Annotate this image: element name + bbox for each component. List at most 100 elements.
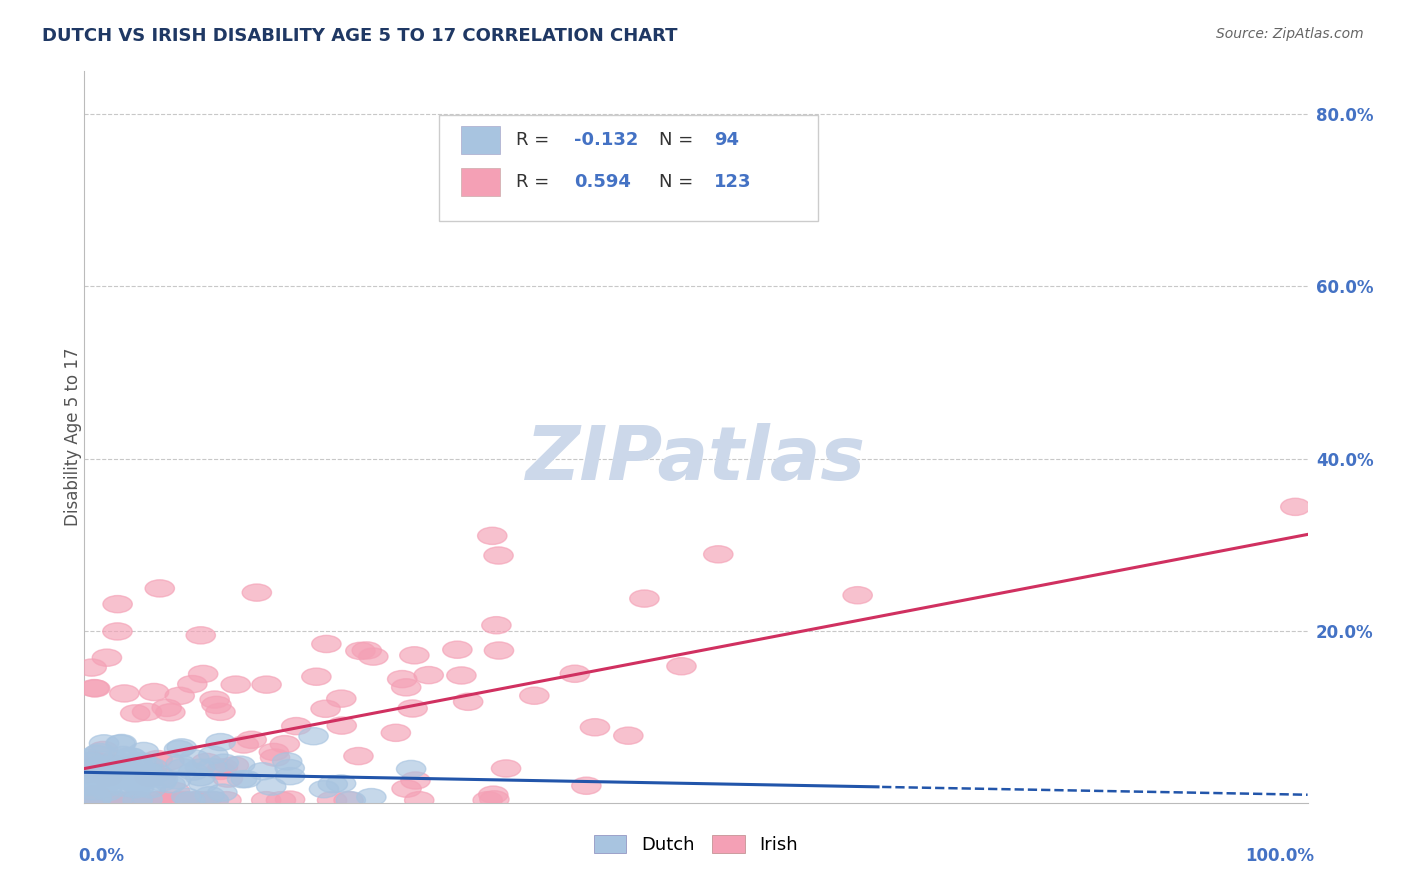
Ellipse shape bbox=[162, 772, 191, 789]
Ellipse shape bbox=[167, 739, 197, 756]
Ellipse shape bbox=[114, 756, 143, 774]
Ellipse shape bbox=[76, 774, 105, 791]
Ellipse shape bbox=[413, 666, 443, 684]
Ellipse shape bbox=[520, 687, 548, 705]
Ellipse shape bbox=[90, 776, 120, 793]
Ellipse shape bbox=[197, 758, 226, 775]
Text: 123: 123 bbox=[714, 173, 752, 191]
Ellipse shape bbox=[76, 789, 105, 805]
Ellipse shape bbox=[122, 791, 152, 809]
Ellipse shape bbox=[100, 751, 129, 769]
Text: -0.132: -0.132 bbox=[574, 131, 638, 149]
Ellipse shape bbox=[82, 785, 110, 802]
Ellipse shape bbox=[388, 671, 416, 688]
Ellipse shape bbox=[703, 546, 733, 563]
Ellipse shape bbox=[97, 772, 127, 789]
Ellipse shape bbox=[252, 791, 281, 809]
Ellipse shape bbox=[484, 547, 513, 564]
Ellipse shape bbox=[177, 675, 207, 693]
Ellipse shape bbox=[447, 667, 477, 684]
Ellipse shape bbox=[115, 766, 145, 783]
Ellipse shape bbox=[97, 770, 125, 787]
Ellipse shape bbox=[132, 703, 162, 721]
Ellipse shape bbox=[96, 755, 125, 772]
Ellipse shape bbox=[166, 755, 195, 772]
Ellipse shape bbox=[176, 791, 205, 809]
Ellipse shape bbox=[110, 770, 139, 787]
Ellipse shape bbox=[202, 697, 231, 714]
FancyBboxPatch shape bbox=[439, 115, 818, 221]
Ellipse shape bbox=[138, 764, 167, 782]
Ellipse shape bbox=[381, 724, 411, 741]
Ellipse shape bbox=[180, 750, 209, 767]
Ellipse shape bbox=[142, 791, 172, 809]
Ellipse shape bbox=[195, 787, 225, 804]
Ellipse shape bbox=[311, 700, 340, 717]
Ellipse shape bbox=[110, 779, 139, 797]
Ellipse shape bbox=[90, 735, 118, 752]
Ellipse shape bbox=[260, 749, 290, 766]
Text: 100.0%: 100.0% bbox=[1244, 847, 1313, 864]
Ellipse shape bbox=[405, 791, 434, 809]
Ellipse shape bbox=[136, 780, 166, 797]
Ellipse shape bbox=[86, 743, 114, 761]
Ellipse shape bbox=[152, 699, 181, 716]
Ellipse shape bbox=[121, 780, 150, 797]
Ellipse shape bbox=[309, 780, 339, 797]
Ellipse shape bbox=[103, 623, 132, 640]
Ellipse shape bbox=[134, 790, 162, 808]
Ellipse shape bbox=[302, 668, 330, 685]
Ellipse shape bbox=[205, 733, 235, 751]
Ellipse shape bbox=[87, 791, 117, 809]
Ellipse shape bbox=[98, 764, 128, 781]
Ellipse shape bbox=[80, 680, 108, 697]
Ellipse shape bbox=[207, 763, 235, 780]
Ellipse shape bbox=[82, 790, 111, 808]
Ellipse shape bbox=[72, 749, 101, 766]
Ellipse shape bbox=[142, 791, 172, 809]
Ellipse shape bbox=[117, 748, 146, 765]
Ellipse shape bbox=[122, 756, 152, 773]
Text: N =: N = bbox=[659, 173, 699, 191]
Text: Source: ZipAtlas.com: Source: ZipAtlas.com bbox=[1216, 27, 1364, 41]
Ellipse shape bbox=[117, 760, 146, 777]
Ellipse shape bbox=[79, 791, 108, 809]
Ellipse shape bbox=[391, 679, 420, 696]
Ellipse shape bbox=[103, 761, 131, 779]
Ellipse shape bbox=[344, 747, 373, 764]
Ellipse shape bbox=[93, 784, 122, 801]
Ellipse shape bbox=[125, 791, 153, 809]
Ellipse shape bbox=[121, 776, 150, 793]
Ellipse shape bbox=[200, 691, 229, 708]
Ellipse shape bbox=[181, 791, 211, 809]
Ellipse shape bbox=[134, 764, 163, 780]
Ellipse shape bbox=[270, 736, 299, 753]
Ellipse shape bbox=[138, 758, 167, 775]
Ellipse shape bbox=[155, 753, 184, 770]
Ellipse shape bbox=[273, 753, 302, 770]
Ellipse shape bbox=[135, 769, 165, 787]
Ellipse shape bbox=[139, 683, 169, 700]
Ellipse shape bbox=[93, 649, 121, 666]
Ellipse shape bbox=[134, 756, 163, 773]
Ellipse shape bbox=[257, 778, 285, 796]
Ellipse shape bbox=[212, 791, 242, 809]
Ellipse shape bbox=[72, 766, 101, 783]
Ellipse shape bbox=[122, 754, 152, 771]
Ellipse shape bbox=[491, 760, 520, 777]
Ellipse shape bbox=[170, 791, 200, 809]
Ellipse shape bbox=[100, 791, 129, 809]
Ellipse shape bbox=[75, 776, 104, 794]
Ellipse shape bbox=[124, 779, 153, 796]
Ellipse shape bbox=[101, 756, 131, 773]
Text: 94: 94 bbox=[714, 131, 740, 149]
Ellipse shape bbox=[198, 791, 228, 809]
Ellipse shape bbox=[259, 743, 288, 761]
Ellipse shape bbox=[630, 590, 659, 607]
Ellipse shape bbox=[209, 754, 239, 772]
Ellipse shape bbox=[229, 736, 259, 753]
Ellipse shape bbox=[72, 761, 101, 778]
Ellipse shape bbox=[90, 791, 120, 809]
Ellipse shape bbox=[120, 754, 149, 771]
Ellipse shape bbox=[252, 676, 281, 693]
